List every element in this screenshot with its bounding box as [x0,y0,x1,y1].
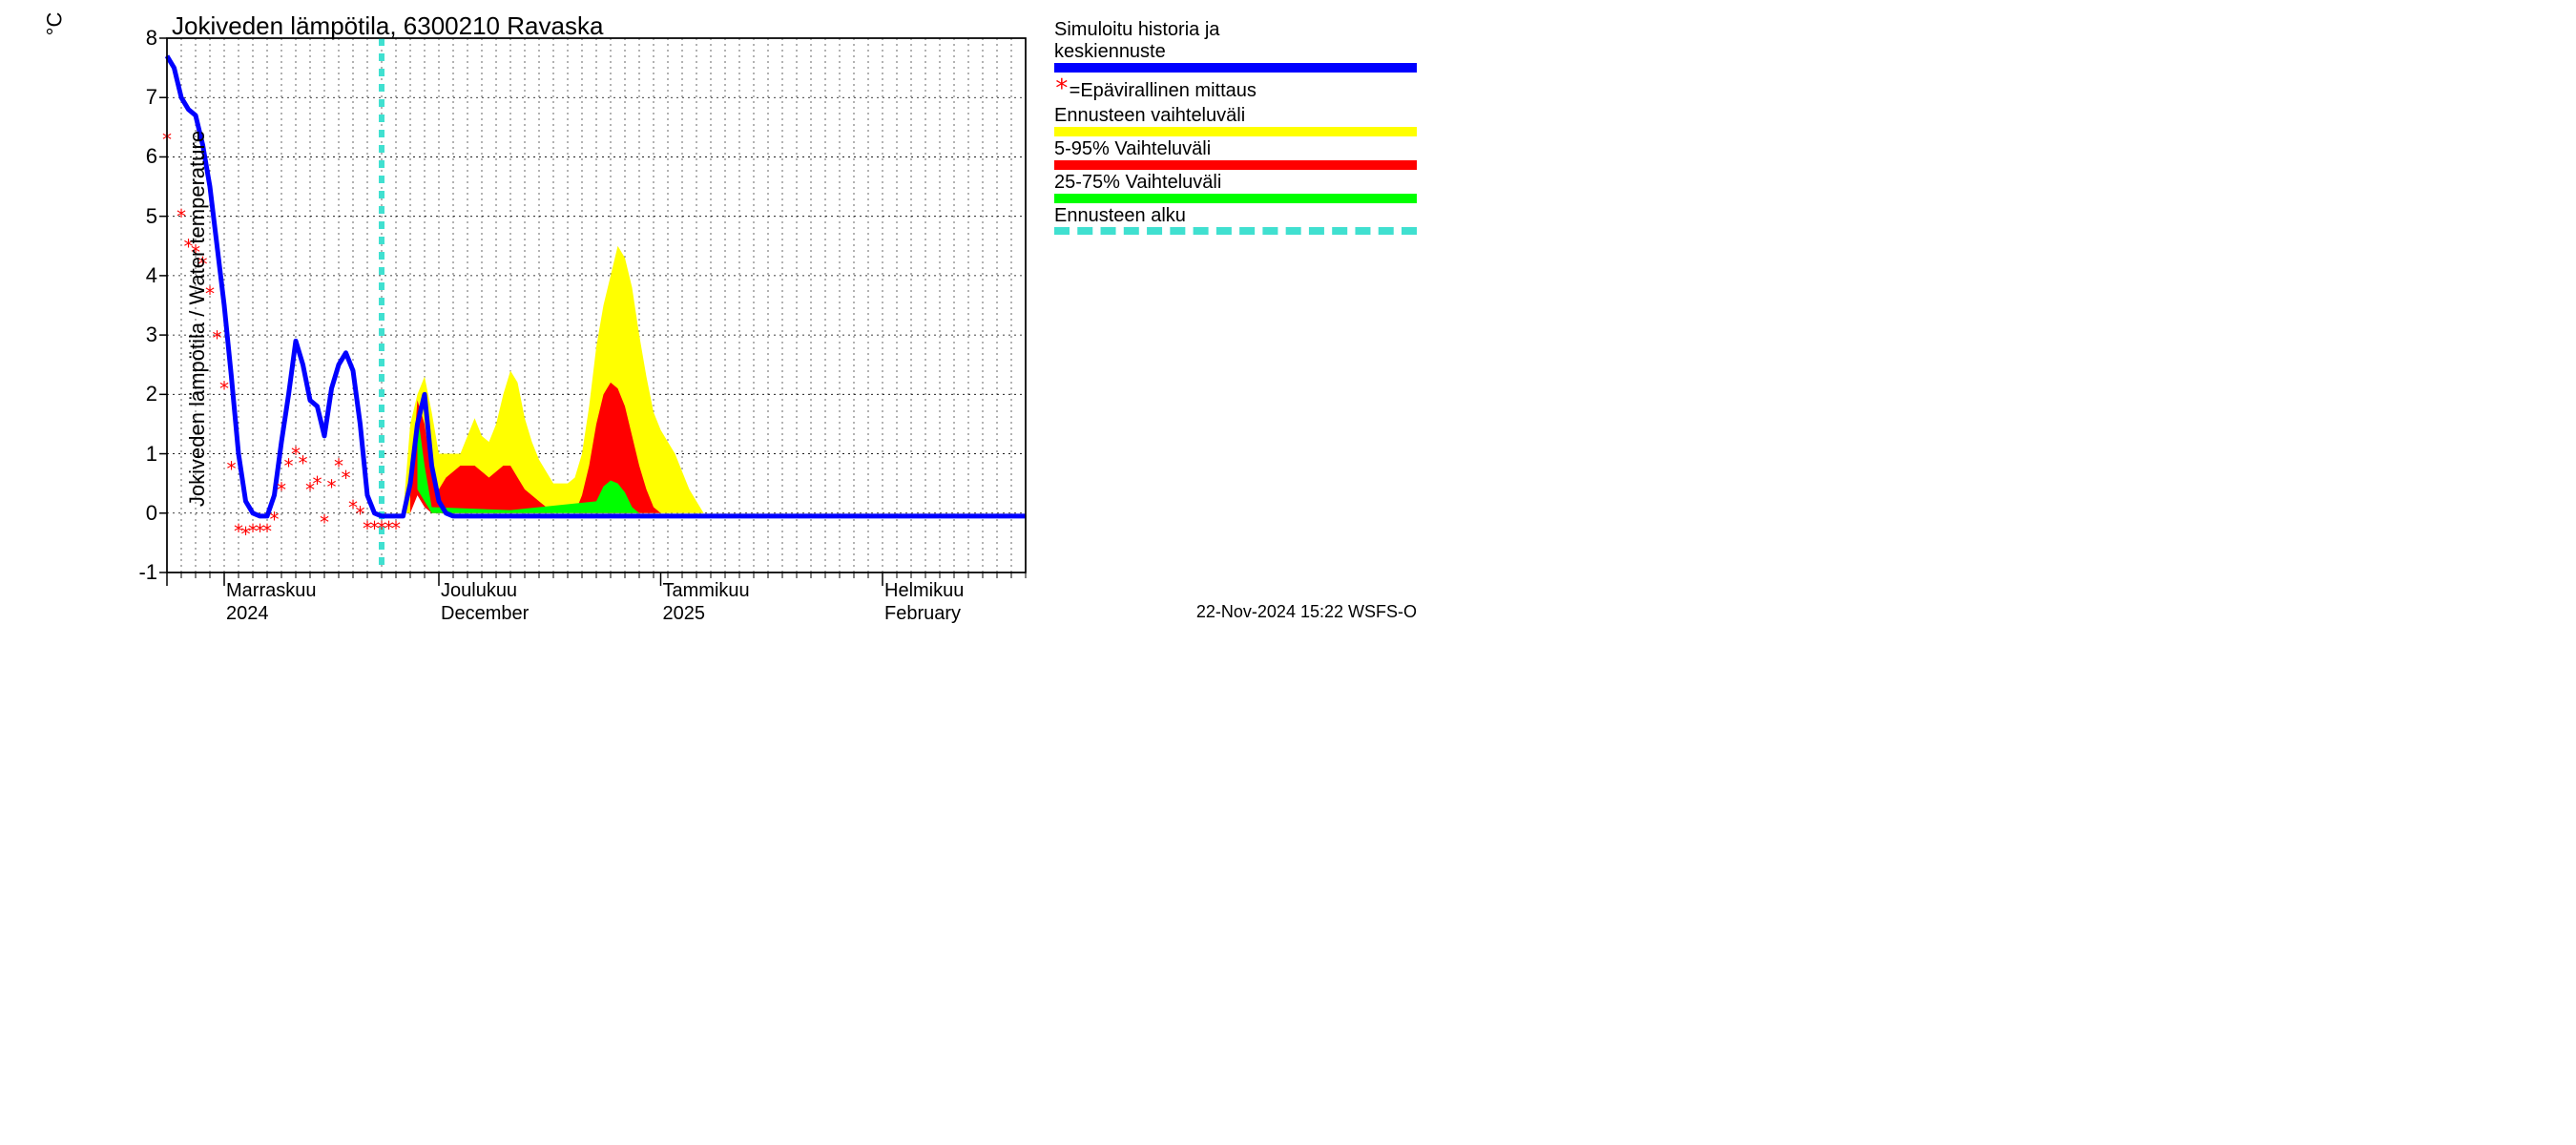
x-month-label: Tammikuu [663,580,750,602]
chart-container: °C Jokiveden lämpötila / Water temperatu… [0,0,1431,636]
y-axis-unit: °C [42,12,67,36]
y-tick: 7 [119,85,157,110]
legend-color-bar [1054,63,1417,73]
x-month-sublabel: February [884,603,961,625]
svg-text:*: * [319,511,330,534]
legend-label: keskiennuste [1054,41,1417,63]
svg-text:*: * [297,451,308,474]
x-month-sublabel: December [441,603,529,625]
svg-text:*: * [211,327,222,350]
y-tick: 2 [119,382,157,406]
legend: Simuloitu historia jakeskiennuste*=Epävi… [1054,19,1417,237]
svg-text:*: * [325,475,337,498]
legend-label: Ennusteen alku [1054,205,1417,227]
x-month-label: Helmikuu [884,580,964,602]
y-tick: 3 [119,323,157,347]
x-month-label: Marraskuu [226,580,316,602]
y-tick: -1 [119,560,157,585]
svg-text:*: * [276,478,287,501]
svg-text:*: * [390,517,402,540]
y-tick: 0 [119,501,157,526]
svg-text:*: * [225,458,237,481]
legend-label: 25-75% Vaihteluväli [1054,172,1417,194]
legend-item: Ennusteen alku [1054,205,1417,235]
legend-label: Ennusteen vaihteluväli [1054,105,1417,127]
svg-text:*: * [218,378,230,401]
y-tick: 5 [119,204,157,229]
svg-text:*: * [340,467,351,489]
legend-item: 25-75% Vaihteluväli [1054,172,1417,203]
svg-text:*: * [311,472,322,495]
legend-item: Simuloitu historia jakeskiennuste [1054,19,1417,73]
y-axis-label: Jokiveden lämpötila / Water temperature [185,130,210,506]
legend-dash-bar [1054,227,1417,235]
footer-timestamp: 22-Nov-2024 15:22 WSFS-O [1196,602,1417,622]
legend-marker-icon: * [1054,74,1070,103]
legend-item: Ennusteen vaihteluväli [1054,105,1417,136]
svg-text:*: * [268,509,280,531]
x-month-sublabel: 2025 [663,603,706,625]
legend-item: *=Epävirallinen mittaus [1054,74,1417,103]
legend-color-bar [1054,127,1417,136]
legend-label: Simuloitu historia ja [1054,19,1417,41]
y-tick: 8 [119,26,157,51]
y-tick: 6 [119,144,157,169]
y-tick: 4 [119,263,157,288]
legend-color-bar [1054,194,1417,203]
y-tick: 1 [119,442,157,467]
legend-color-bar [1054,160,1417,170]
legend-item: 5-95% Vaihteluväli [1054,138,1417,170]
x-month-label: Joulukuu [441,580,517,602]
x-month-sublabel: 2024 [226,603,269,625]
legend-label: 5-95% Vaihteluväli [1054,138,1417,160]
chart-title: Jokiveden lämpötila, 6300210 Ravaska [172,11,603,41]
legend-label: =Epävirallinen mittaus [1070,80,1257,101]
